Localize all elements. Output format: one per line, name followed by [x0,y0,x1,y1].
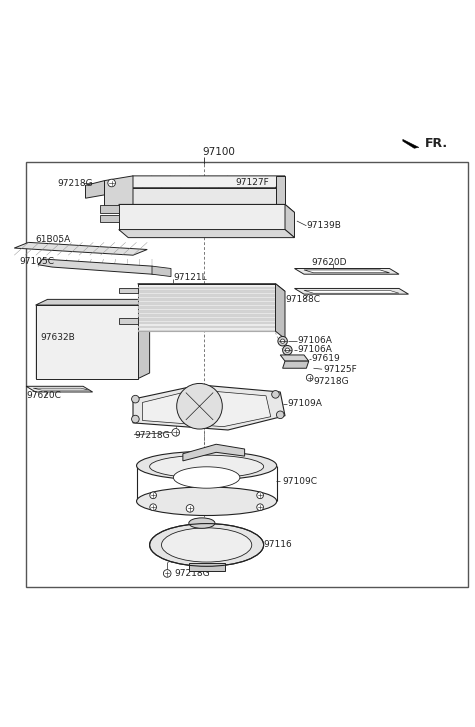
Text: 97100: 97100 [202,147,235,157]
Polygon shape [119,204,294,212]
Polygon shape [152,266,171,276]
Circle shape [132,415,139,423]
Text: 97632B: 97632B [40,333,75,342]
Polygon shape [294,289,408,294]
Circle shape [283,345,292,355]
Ellipse shape [150,523,264,566]
Polygon shape [133,385,285,430]
Text: 97116: 97116 [264,540,293,550]
Text: 97139B: 97139B [306,221,341,230]
Polygon shape [138,300,150,379]
Text: 97121L: 97121L [173,273,207,283]
Text: 97125F: 97125F [323,365,357,374]
Bar [26,161,468,587]
Circle shape [132,395,139,403]
Polygon shape [124,176,285,188]
Ellipse shape [137,451,276,480]
Polygon shape [14,242,147,255]
Polygon shape [283,361,309,369]
Text: 97218G: 97218G [57,179,93,188]
Polygon shape [138,284,276,332]
Text: 97109C: 97109C [283,477,318,486]
Circle shape [163,570,171,577]
Text: 97218G: 97218G [314,377,349,385]
Polygon shape [403,140,419,148]
Polygon shape [183,444,245,461]
Ellipse shape [150,455,264,478]
Circle shape [108,179,115,187]
Text: 97619: 97619 [311,354,340,364]
Polygon shape [119,230,294,238]
Circle shape [272,390,279,398]
Text: 97218G: 97218G [134,431,170,441]
Polygon shape [100,205,119,213]
Circle shape [150,504,156,510]
Circle shape [278,337,287,346]
Bar [36,305,138,379]
Polygon shape [142,390,271,427]
Ellipse shape [137,487,276,515]
Circle shape [186,505,194,513]
Circle shape [306,374,313,381]
Text: 97106A: 97106A [297,336,332,345]
Circle shape [276,411,284,419]
Text: 97218G: 97218G [175,569,210,578]
Circle shape [280,339,285,343]
Ellipse shape [173,467,240,489]
Text: 97620D: 97620D [311,258,347,268]
Text: 97106A: 97106A [297,345,332,354]
Text: 61B05A: 61B05A [36,235,71,244]
Polygon shape [38,259,162,274]
Polygon shape [86,180,104,198]
Circle shape [257,492,264,499]
Text: 97105C: 97105C [19,257,54,266]
Text: 97109A: 97109A [287,399,322,409]
Circle shape [172,429,180,436]
Polygon shape [119,318,138,324]
Polygon shape [304,290,399,293]
Polygon shape [104,176,133,208]
Polygon shape [100,214,119,222]
Polygon shape [36,300,150,305]
Polygon shape [119,287,138,293]
Polygon shape [119,204,285,230]
Circle shape [177,383,222,429]
Ellipse shape [189,518,215,529]
Circle shape [150,492,156,499]
Circle shape [285,348,289,353]
Polygon shape [294,268,399,274]
Polygon shape [276,284,285,339]
Text: FR.: FR. [425,137,448,150]
Polygon shape [33,388,89,390]
Polygon shape [285,204,294,238]
Text: 97188C: 97188C [285,295,320,304]
Text: 97620C: 97620C [26,391,61,401]
Polygon shape [276,176,285,204]
Ellipse shape [162,528,252,562]
Polygon shape [124,188,276,204]
Circle shape [257,504,264,510]
Polygon shape [26,386,93,392]
Polygon shape [304,270,390,273]
Polygon shape [280,355,309,361]
Polygon shape [138,284,285,292]
Polygon shape [189,563,225,571]
Text: 97218G: 97218G [197,504,233,513]
Text: 97127F: 97127F [235,177,269,187]
